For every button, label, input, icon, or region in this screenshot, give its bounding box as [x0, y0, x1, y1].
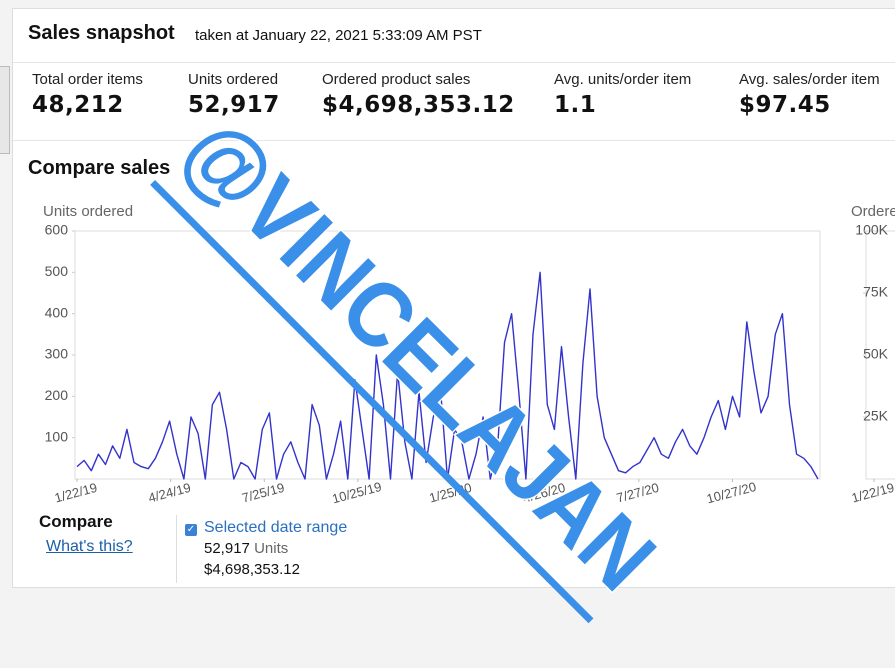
- y-tick-label: 300: [45, 346, 69, 362]
- x-tick-label: 1/22/19: [53, 480, 99, 506]
- side-tab: [0, 66, 10, 154]
- units-label: Units: [254, 540, 289, 557]
- divider: [13, 62, 895, 63]
- x-tick-label: 4/24/19: [147, 480, 193, 506]
- y-tick-label: 100: [45, 428, 69, 444]
- compare-title: Compare sales: [28, 157, 171, 179]
- snapshot-title: Sales snapshot: [28, 22, 175, 44]
- y-tick-label: 400: [45, 304, 69, 320]
- snapshot-panel: [12, 8, 895, 588]
- y-tick-label: 600: [45, 222, 69, 238]
- y-tick-label: 50K: [863, 346, 889, 362]
- y-tick-label: 25K: [863, 408, 889, 424]
- watermark: @VINCELAJAN: [164, 99, 675, 610]
- metric-label: Total order items: [32, 71, 143, 88]
- legend-sales: $4,698,353.12: [204, 561, 300, 578]
- metric-value: 48,212: [32, 92, 124, 118]
- legend-title: Compare: [39, 512, 113, 531]
- legend-units: 52,917 Units: [204, 540, 288, 557]
- y-tick-label: 200: [45, 387, 69, 403]
- y-tick-label: 100K: [855, 222, 888, 238]
- metric-value: 1.1: [554, 92, 597, 118]
- y-tick-label: 75K: [863, 284, 889, 300]
- x-tick-label: 1/22/19: [850, 480, 895, 506]
- x-tick-label: 7/25/19: [240, 480, 286, 506]
- metric-value: $97.45: [739, 92, 831, 118]
- metric-label: Ordered product sales: [322, 71, 471, 88]
- divider: [13, 140, 895, 141]
- watermark-group: @VINCELAJAN: [150, 98, 676, 624]
- x-tick-label: 10/25/19: [330, 479, 383, 507]
- legend-series: Selected date range: [204, 519, 348, 536]
- y-axis-label: Units ordered: [43, 203, 133, 220]
- metric-label: Avg. sales/order item: [739, 71, 880, 88]
- legend-checkbox[interactable]: ✓: [185, 524, 197, 536]
- metric-label: Avg. units/order item: [554, 71, 692, 88]
- snapshot-time: taken at January 22, 2021 5:33:09 AM PST: [195, 27, 482, 44]
- help-link[interactable]: What's this?: [46, 538, 133, 555]
- x-tick-label: 10/27/20: [705, 479, 758, 507]
- metric-value: $4,698,353.12: [322, 92, 515, 118]
- y2-axis-label: Ordered product sales: [851, 203, 895, 220]
- legend-divider: [176, 515, 177, 583]
- watermark-underline: [150, 179, 594, 624]
- y-tick-label: 500: [45, 263, 69, 279]
- metric-label: Units ordered: [188, 71, 279, 88]
- metric-value: 52,917: [188, 92, 280, 118]
- units-value: 52,917: [204, 540, 250, 557]
